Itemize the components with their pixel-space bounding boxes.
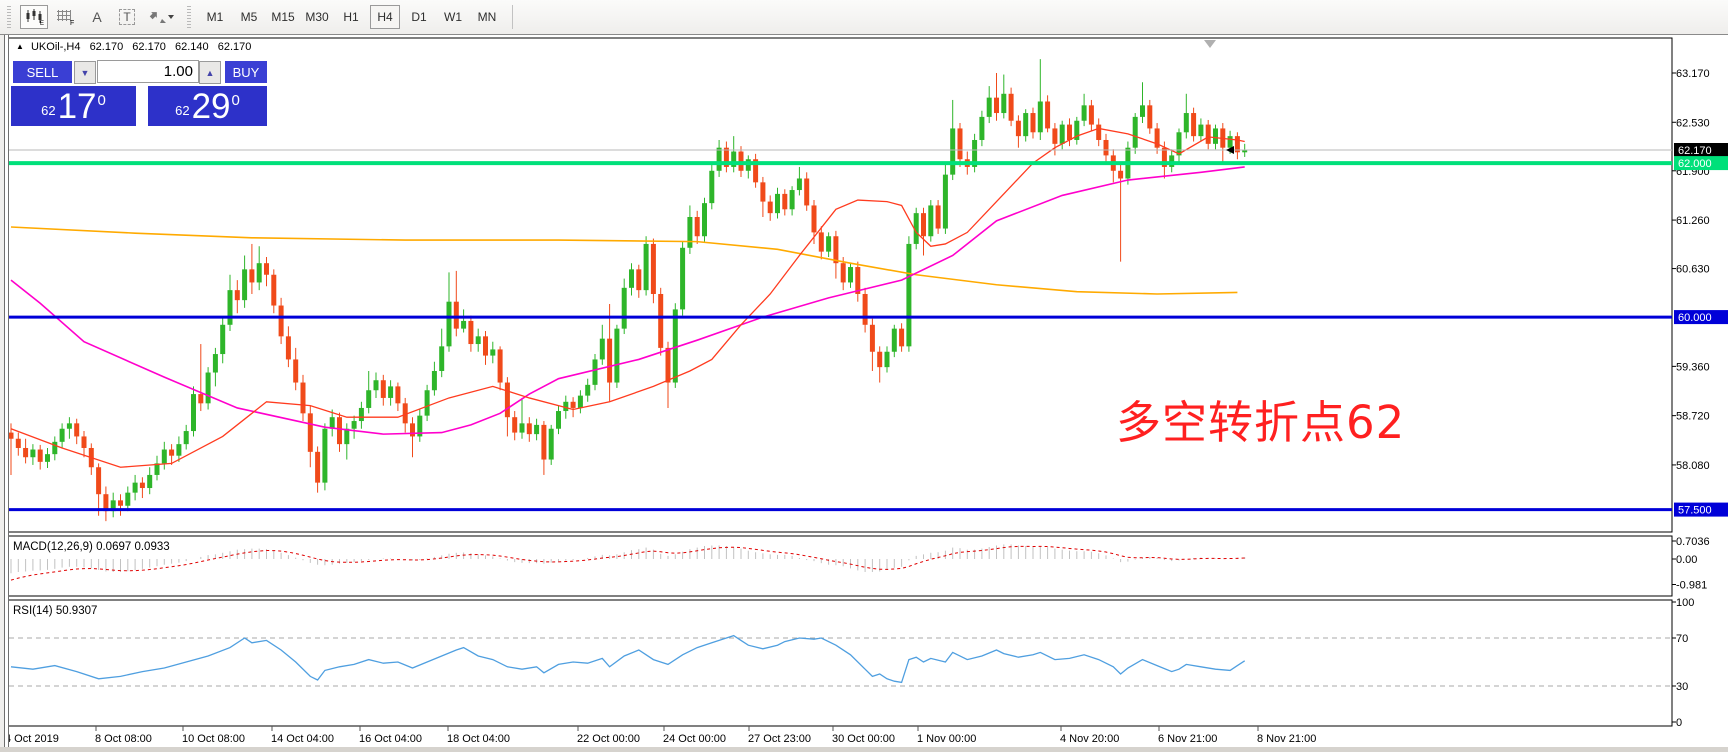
macd-panel[interactable]	[7, 535, 1673, 597]
svg-text:24 Oct 00:00: 24 Oct 00:00	[663, 733, 726, 745]
volume-increase-button[interactable]: ▲	[199, 61, 221, 84]
macd-signal-line	[10, 545, 1245, 581]
sell-price-display[interactable]: 62 17 0	[10, 85, 137, 127]
svg-text:0: 0	[1676, 717, 1682, 729]
svg-text:16 Oct 04:00: 16 Oct 04:00	[359, 733, 422, 745]
volume-decrease-button[interactable]: ▼	[74, 61, 96, 84]
ohlc-open: 62.170	[89, 41, 124, 53]
svg-text:60.630: 60.630	[1676, 264, 1710, 276]
svg-text:F: F	[70, 20, 74, 25]
main-panel[interactable]	[7, 37, 1673, 533]
svg-text:60.000: 60.000	[1678, 312, 1712, 324]
rsi-line	[10, 634, 1246, 684]
svg-text:8 Nov 21:00: 8 Nov 21:00	[1257, 733, 1316, 745]
timeframe-button-M5[interactable]: M5	[240, 10, 258, 24]
sell-price-pip: 0	[97, 92, 106, 109]
chart-window-button[interactable]: E	[20, 5, 48, 29]
ohlc-close: 62.170	[217, 41, 252, 53]
svg-text:62.170: 62.170	[1678, 145, 1712, 157]
rsi-label: RSI(14) 50.9307	[13, 605, 97, 617]
buy-price-display[interactable]: 62 29 0	[147, 85, 268, 127]
svg-text:58.720: 58.720	[1676, 411, 1710, 423]
svg-text:E: E	[40, 21, 44, 25]
buy-price-small: 62	[175, 103, 190, 118]
text-annotation-icon: A	[92, 9, 102, 25]
timeframe-button-H4[interactable]: H4	[370, 5, 400, 29]
chevron-down-icon: ▼	[80, 67, 90, 78]
svg-text:0.00: 0.00	[1676, 554, 1697, 566]
volume-input[interactable]	[97, 60, 199, 83]
svg-text:8 Oct 08:00: 8 Oct 08:00	[95, 733, 152, 745]
chart-text-annotation[interactable]: 多空转折点62	[1116, 396, 1406, 449]
rsi-panel[interactable]	[7, 599, 1673, 727]
svg-text:22 Oct 00:00: 22 Oct 00:00	[577, 733, 640, 745]
text-label-button[interactable]: T	[114, 5, 140, 29]
grid-button[interactable]: F	[52, 5, 80, 29]
timeframe-button-MN[interactable]: MN	[477, 10, 497, 24]
svg-text:30: 30	[1676, 681, 1688, 693]
ma-slow-orange	[10, 226, 1238, 295]
ohlc-high: 62.170	[132, 41, 166, 53]
svg-text:14 Oct 04:00: 14 Oct 04:00	[271, 733, 334, 745]
svg-text:4 Nov 20:00: 4 Nov 20:00	[1060, 733, 1119, 745]
svg-text:0.7036: 0.7036	[1676, 536, 1710, 548]
toolbar: E F A T M1 M5 M15 M30 H1 H4 D1 W1 MN	[0, 0, 1728, 35]
chart-shift-icon[interactable]	[1204, 40, 1216, 48]
sell-price-big: 17	[57, 87, 97, 126]
macd-indicator: 0.7036 0.00 -0.981 MACD(12,26,9) 0.0697 0.0…	[10, 536, 1710, 592]
svg-text:100: 100	[1676, 597, 1694, 609]
svg-text:62.530: 62.530	[1676, 117, 1710, 129]
ohlc-low: 62.140	[175, 41, 209, 53]
svg-text:27 Oct 23:00: 27 Oct 23:00	[748, 733, 811, 745]
last-price-arrow-icon	[1226, 146, 1234, 154]
ma-mid-magenta	[10, 166, 1245, 435]
svg-text:61.260: 61.260	[1676, 215, 1710, 227]
annotate-text-button[interactable]: A	[84, 5, 110, 29]
toolbar-drag-handle-2[interactable]	[187, 6, 191, 28]
svg-text:18 Oct 04:00: 18 Oct 04:00	[447, 733, 510, 745]
svg-text:-0.981: -0.981	[1676, 580, 1707, 592]
svg-text:6 Nov 21:00: 6 Nov 21:00	[1158, 733, 1217, 745]
svg-text:10 Oct 08:00: 10 Oct 08:00	[182, 733, 245, 745]
svg-text:58.080: 58.080	[1676, 460, 1710, 472]
timeframe-button-H1[interactable]: H1	[343, 10, 359, 24]
cursor-crosshair-icon	[149, 12, 174, 23]
svg-text:70: 70	[1676, 633, 1688, 645]
rsi-indicator: 100 70 30 0 RSI(14) 50.9307	[9, 597, 1694, 729]
buy-button[interactable]: BUY	[224, 60, 268, 84]
window-left-border	[0, 34, 9, 748]
collapse-panel-icon[interactable]: ▲	[16, 42, 24, 51]
timeframe-button-M1[interactable]: M1	[206, 10, 224, 24]
svg-text:30 Oct 00:00: 30 Oct 00:00	[832, 733, 895, 745]
macd-label: MACD(12,26,9) 0.0697 0.0933	[13, 541, 170, 553]
chevron-up-icon: ▲	[205, 67, 215, 78]
svg-text:63.170: 63.170	[1676, 68, 1710, 80]
timeframe-button-M30[interactable]: M30	[305, 10, 329, 24]
svg-text:4 Oct 2019: 4 Oct 2019	[5, 733, 59, 745]
buy-price-pip: 0	[231, 92, 240, 109]
symbol-timeframe-label: UKOil-,H4	[30, 41, 81, 53]
sell-price-small: 62	[41, 103, 56, 118]
chart-window-icon: E	[26, 9, 44, 25]
window-bottom-border	[0, 747, 1728, 752]
grid-icon: F	[57, 10, 74, 25]
timeframe-button-M15[interactable]: M15	[271, 10, 295, 24]
timeframe-button-D1[interactable]: D1	[411, 10, 427, 24]
toolbar-separator	[512, 5, 513, 29]
price-axis[interactable]: 63.17062.53061.90061.26060.63059.36058.7…	[1672, 68, 1728, 517]
buy-price-big: 29	[191, 87, 231, 126]
time-axis[interactable]: 4 Oct 2019 8 Oct 08:00 10 Oct 08:00 14 Oct …	[5, 726, 1316, 745]
text-box-icon: T	[119, 9, 135, 25]
toolbar-drag-handle[interactable]	[7, 6, 11, 28]
sell-button[interactable]: SELL	[12, 60, 73, 84]
svg-text:59.360: 59.360	[1676, 361, 1710, 373]
svg-text:1 Nov 00:00: 1 Nov 00:00	[917, 733, 976, 745]
svg-text:57.500: 57.500	[1678, 505, 1712, 517]
chart-ohlc-header: ▲ UKOil-,H4 62.170 62.170 62.140 62.170	[16, 41, 257, 53]
timeframe-button-W1[interactable]: W1	[444, 10, 462, 24]
cursor-tools-button[interactable]	[144, 5, 178, 29]
ma-fast-red	[10, 127, 1245, 468]
svg-text:62.000: 62.000	[1678, 158, 1712, 170]
